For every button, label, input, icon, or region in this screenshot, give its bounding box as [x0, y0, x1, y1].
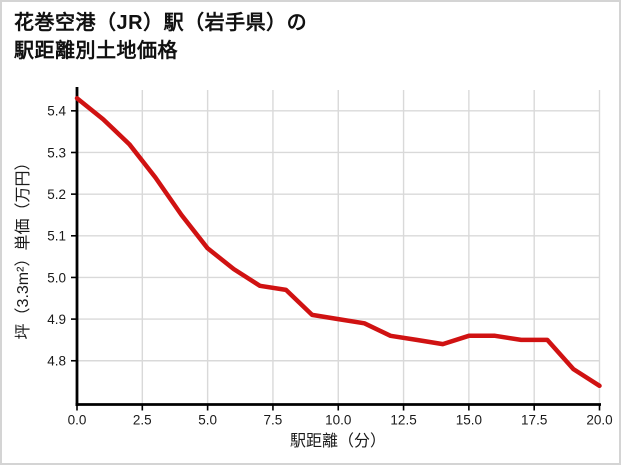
y-tick-labels: 5.4 5.3 5.2 5.1 5.0 4.9 4.8 — [47, 104, 66, 369]
y-tick-label: 5.3 — [47, 145, 66, 160]
x-tick-label: 7.5 — [264, 413, 283, 428]
y-tick-label: 5.2 — [47, 187, 66, 202]
y-tick-label: 5.0 — [47, 270, 66, 285]
x-tick-label: 10.0 — [325, 413, 351, 428]
x-tick-label: 12.5 — [390, 413, 416, 428]
x-tick-labels: 0.0 2.5 5.0 7.5 10.0 12.5 15.0 17.5 20.0 — [68, 413, 613, 428]
chart-title-line2: 駅距離別土地価格 — [14, 40, 178, 62]
y-tick-label: 5.1 — [47, 229, 66, 244]
x-axis-title: 駅距離（分） — [290, 432, 386, 450]
tick-marks — [71, 110, 601, 411]
x-tick-label: 0.0 — [68, 413, 87, 428]
chart-title: 花巻空港（JR）駅（岩手県）の 駅距離別土地価格 — [14, 9, 307, 65]
x-tick-label: 2.5 — [133, 413, 152, 428]
y-tick-label: 4.9 — [47, 312, 66, 327]
y-tick-label: 5.4 — [47, 104, 66, 119]
price-line — [74, 96, 602, 389]
x-tick-label: 20.0 — [586, 413, 612, 428]
x-tick-label: 15.0 — [456, 413, 482, 428]
x-tick-label: 5.0 — [198, 413, 217, 428]
x-tick-label: 17.5 — [521, 413, 547, 428]
chart-title-line1: 花巻空港（JR）駅（岩手県）の — [14, 12, 308, 34]
y-tick-label: 4.8 — [47, 354, 66, 369]
y-axis-title: 坪（3.3m²）単価（万円） — [14, 155, 32, 340]
gridlines — [76, 90, 601, 405]
